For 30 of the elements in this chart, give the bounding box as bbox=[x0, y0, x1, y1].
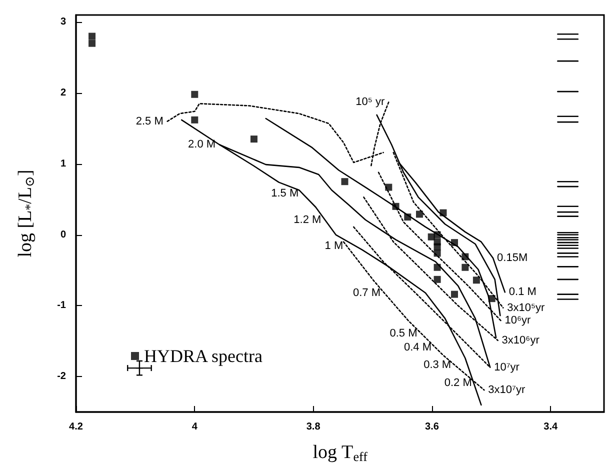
annotation: 10⁵ yr bbox=[356, 96, 385, 108]
annotation: 3x10⁶yr bbox=[502, 334, 540, 346]
annotation: 0.5 M bbox=[390, 327, 418, 340]
annotation: 1.2 M bbox=[294, 214, 322, 226]
x-tick-label: 3.4 bbox=[544, 422, 558, 432]
x-tick-label: 4.2 bbox=[69, 422, 84, 432]
y-tick-label: 0 bbox=[60, 229, 66, 240]
annotation: 2.5 M bbox=[136, 115, 164, 128]
annotation: 1 M bbox=[324, 240, 344, 252]
x-tick-label: 3.6 bbox=[425, 422, 440, 432]
annotation: 3x10⁵yr bbox=[507, 302, 546, 314]
annotation: 10⁷yr bbox=[494, 361, 520, 374]
y-tick-label: 1 bbox=[60, 158, 66, 170]
x-tick-label: 3.8 bbox=[306, 422, 321, 432]
y-axis-title: log [L*/L⊙] bbox=[15, 170, 37, 258]
y-tick-label: -1 bbox=[57, 300, 66, 312]
annotation: 0.4 M bbox=[404, 341, 432, 354]
annotation: 0.2 M bbox=[444, 376, 472, 389]
y-tick-label: 2 bbox=[60, 87, 66, 98]
legend-label: HYDRA spectra bbox=[144, 346, 262, 366]
annotation: 10⁶yr bbox=[504, 314, 532, 327]
x-tick-label: 4 bbox=[192, 422, 198, 432]
y-tick-label: 3 bbox=[60, 16, 66, 28]
annotation: 0.15M bbox=[497, 252, 528, 264]
annotation: 0.1 M bbox=[508, 286, 536, 298]
y-tick-label: -2 bbox=[57, 371, 66, 382]
annotation: 0.3 M bbox=[424, 359, 452, 372]
annotation: 0.7 M bbox=[352, 286, 380, 299]
annotation: 1.5 M bbox=[271, 188, 299, 200]
annotation: 3x10⁷yr bbox=[488, 384, 526, 396]
